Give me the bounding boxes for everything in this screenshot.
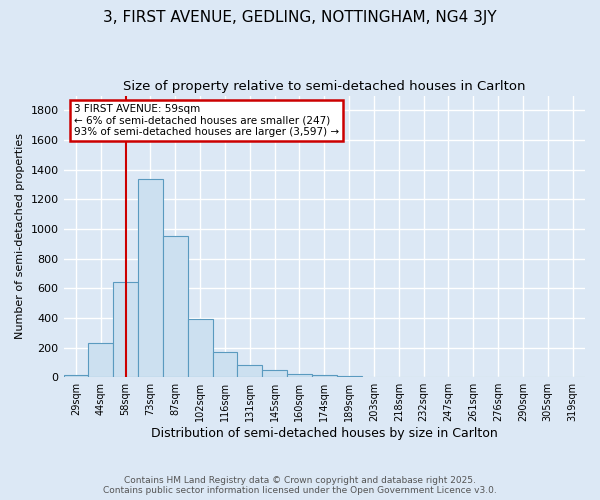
Bar — [212, 352, 238, 377]
Bar — [163, 236, 188, 377]
Bar — [138, 178, 163, 377]
Bar — [188, 318, 212, 377]
Title: Size of property relative to semi-detached houses in Carlton: Size of property relative to semi-detach… — [123, 80, 526, 93]
Bar — [337, 376, 362, 377]
Text: 3 FIRST AVENUE: 59sqm
← 6% of semi-detached houses are smaller (247)
93% of semi: 3 FIRST AVENUE: 59sqm ← 6% of semi-detac… — [74, 104, 339, 137]
Bar — [113, 282, 138, 377]
X-axis label: Distribution of semi-detached houses by size in Carlton: Distribution of semi-detached houses by … — [151, 427, 497, 440]
Bar — [287, 374, 312, 377]
Y-axis label: Number of semi-detached properties: Number of semi-detached properties — [15, 134, 25, 340]
Text: Contains HM Land Registry data © Crown copyright and database right 2025.
Contai: Contains HM Land Registry data © Crown c… — [103, 476, 497, 495]
Bar — [312, 375, 337, 377]
Bar — [262, 370, 287, 377]
Bar — [64, 375, 88, 377]
Bar — [238, 364, 262, 377]
Text: 3, FIRST AVENUE, GEDLING, NOTTINGHAM, NG4 3JY: 3, FIRST AVENUE, GEDLING, NOTTINGHAM, NG… — [103, 10, 497, 25]
Bar — [88, 343, 113, 377]
